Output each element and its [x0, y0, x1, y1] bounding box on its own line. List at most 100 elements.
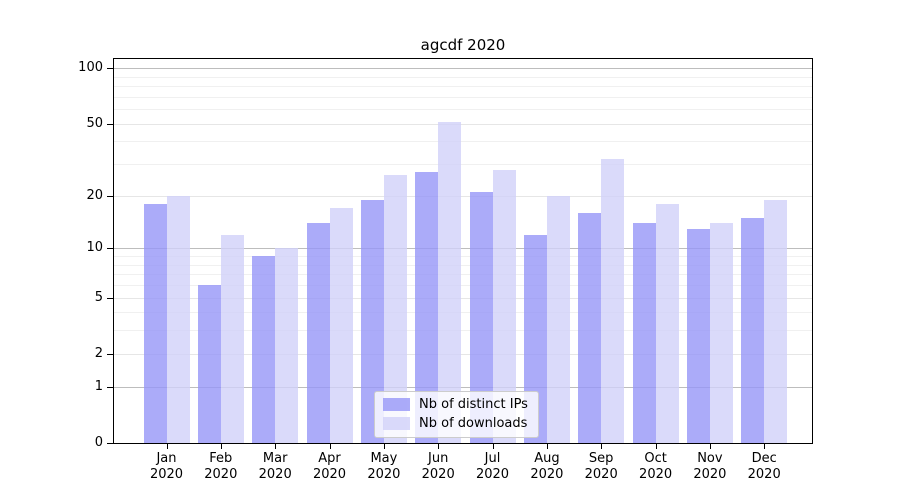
x-tick-label-oct: Oct 2020 [628, 451, 684, 483]
y-tick-label-10: 10 [86, 240, 103, 256]
y-tick-0 [107, 443, 114, 444]
legend-item-distinct-ips: Nb of distinct IPs [383, 397, 528, 412]
bar-mar-downloads [275, 248, 299, 443]
gridline-1 [114, 386, 812, 388]
bar-jan-downloads [166, 195, 190, 443]
gridline-100 [114, 68, 812, 70]
x-tick-month-jul: Jul [484, 451, 501, 466]
bar-sep-downloads [601, 159, 625, 443]
x-tick-year-oct: 2020 [639, 467, 673, 482]
chart-title: agcdf 2020 [420, 36, 506, 54]
y-tick-2 [107, 353, 114, 355]
bar-may-downloads [383, 175, 407, 443]
x-tick-year-feb: 2020 [204, 467, 238, 482]
gridline-minor-60 [114, 109, 812, 111]
x-tick-label-nov: Nov 2020 [682, 451, 738, 483]
bar-nov-downloads [709, 223, 733, 443]
x-tick-jan [166, 444, 168, 449]
bar-feb-downloads [220, 234, 244, 443]
x-tick-label-dec: Dec 2020 [736, 451, 792, 483]
x-tick-sep [601, 444, 603, 449]
y-tick-label-50: 50 [86, 115, 103, 131]
gridline-5 [114, 297, 812, 299]
y-tick-label-5: 5 [94, 289, 103, 305]
bar-dec-distinct-ips [741, 217, 765, 443]
x-tick-label-jun: Jun 2020 [410, 451, 466, 483]
gridline-minor-7 [114, 274, 812, 276]
bar-oct-distinct-ips [632, 223, 656, 443]
gridline-50 [114, 123, 812, 125]
x-tick-month-oct: Oct [644, 451, 667, 466]
bar-jul-distinct-ips [469, 191, 493, 443]
x-tick-jun [438, 444, 440, 449]
gridline-minor-90 [114, 76, 812, 78]
x-tick-aug [546, 444, 548, 449]
gridline-minor-8 [114, 264, 812, 266]
x-tick-month-jun: Jun [428, 451, 449, 466]
x-tick-year-nov: 2020 [693, 467, 727, 482]
x-tick-label-feb: Feb 2020 [193, 451, 249, 483]
x-tick-apr [329, 444, 331, 449]
x-tick-year-jan: 2020 [149, 467, 184, 482]
y-tick-label-0: 0 [94, 435, 103, 450]
x-tick-jul [492, 444, 494, 449]
gridline-minor-3 [114, 330, 812, 332]
legend-label-distinct-ips: Nb of distinct IPs [419, 397, 528, 412]
legend: Nb of distinct IPs Nb of downloads [374, 391, 539, 438]
y-tick-label-100: 100 [78, 60, 103, 76]
x-tick-label-mar: Mar 2020 [247, 451, 303, 483]
x-tick-label-jan: Jan 2020 [139, 451, 195, 483]
gridline-minor-40 [114, 141, 812, 143]
x-tick-month-mar: Mar [262, 451, 288, 466]
y-tick-10 [107, 248, 114, 250]
y-tick-50 [107, 123, 114, 125]
bar-sep-distinct-ips [578, 212, 602, 443]
y-tick-label-20: 20 [86, 187, 103, 203]
x-tick-year-jun: 2020 [421, 467, 455, 482]
x-tick-month-jan: Jan [156, 451, 177, 466]
x-tick-month-dec: Dec [751, 451, 777, 466]
gridline-20 [114, 195, 812, 197]
legend-label-downloads: Nb of downloads [419, 416, 528, 431]
bar-apr-downloads [329, 208, 353, 443]
y-tick-label-2: 2 [94, 345, 103, 361]
x-tick-nov [709, 444, 711, 449]
gridline-minor-80 [114, 86, 812, 87]
x-tick-year-may: 2020 [367, 467, 401, 482]
x-tick-year-sep: 2020 [584, 467, 618, 482]
x-tick-label-aug: Aug 2020 [519, 451, 575, 483]
x-tick-year-mar: 2020 [258, 467, 292, 482]
gridline-minor-70 [114, 96, 812, 98]
x-tick-month-nov: Nov [697, 451, 723, 466]
y-tick-100 [107, 68, 114, 70]
x-tick-feb [220, 444, 222, 449]
y-tick-5 [107, 297, 114, 299]
bar-jan-distinct-ips [143, 203, 167, 443]
gridline-minor-30 [114, 164, 812, 166]
gridline-minor-4 [114, 312, 812, 314]
x-tick-mar [275, 444, 277, 449]
x-tick-month-feb: Feb [209, 451, 233, 466]
gridline-minor-6 [114, 284, 812, 286]
y-tick-20 [107, 195, 114, 197]
x-tick-year-jul: 2020 [475, 467, 510, 482]
x-tick-month-sep: Sep [588, 451, 614, 466]
x-tick-year-apr: 2020 [312, 467, 347, 482]
x-tick-label-may: May 2020 [356, 451, 412, 483]
gridline-minor-9 [114, 256, 812, 257]
x-tick-month-apr: Apr [318, 451, 341, 466]
bar-may-distinct-ips [360, 199, 384, 443]
bar-nov-distinct-ips [686, 228, 710, 443]
bar-mar-distinct-ips [252, 256, 276, 443]
bar-jun-distinct-ips [415, 172, 439, 443]
bar-aug-downloads [546, 195, 570, 443]
y-tick-1 [107, 386, 114, 388]
bar-jul-downloads [492, 169, 516, 443]
bar-oct-downloads [655, 203, 679, 443]
x-tick-label-sep: Sep 2020 [573, 451, 629, 483]
bar-jun-downloads [438, 122, 462, 443]
x-tick-year-aug: 2020 [530, 467, 564, 482]
legend-swatch-downloads-icon [383, 417, 410, 430]
x-tick-may [383, 444, 385, 449]
